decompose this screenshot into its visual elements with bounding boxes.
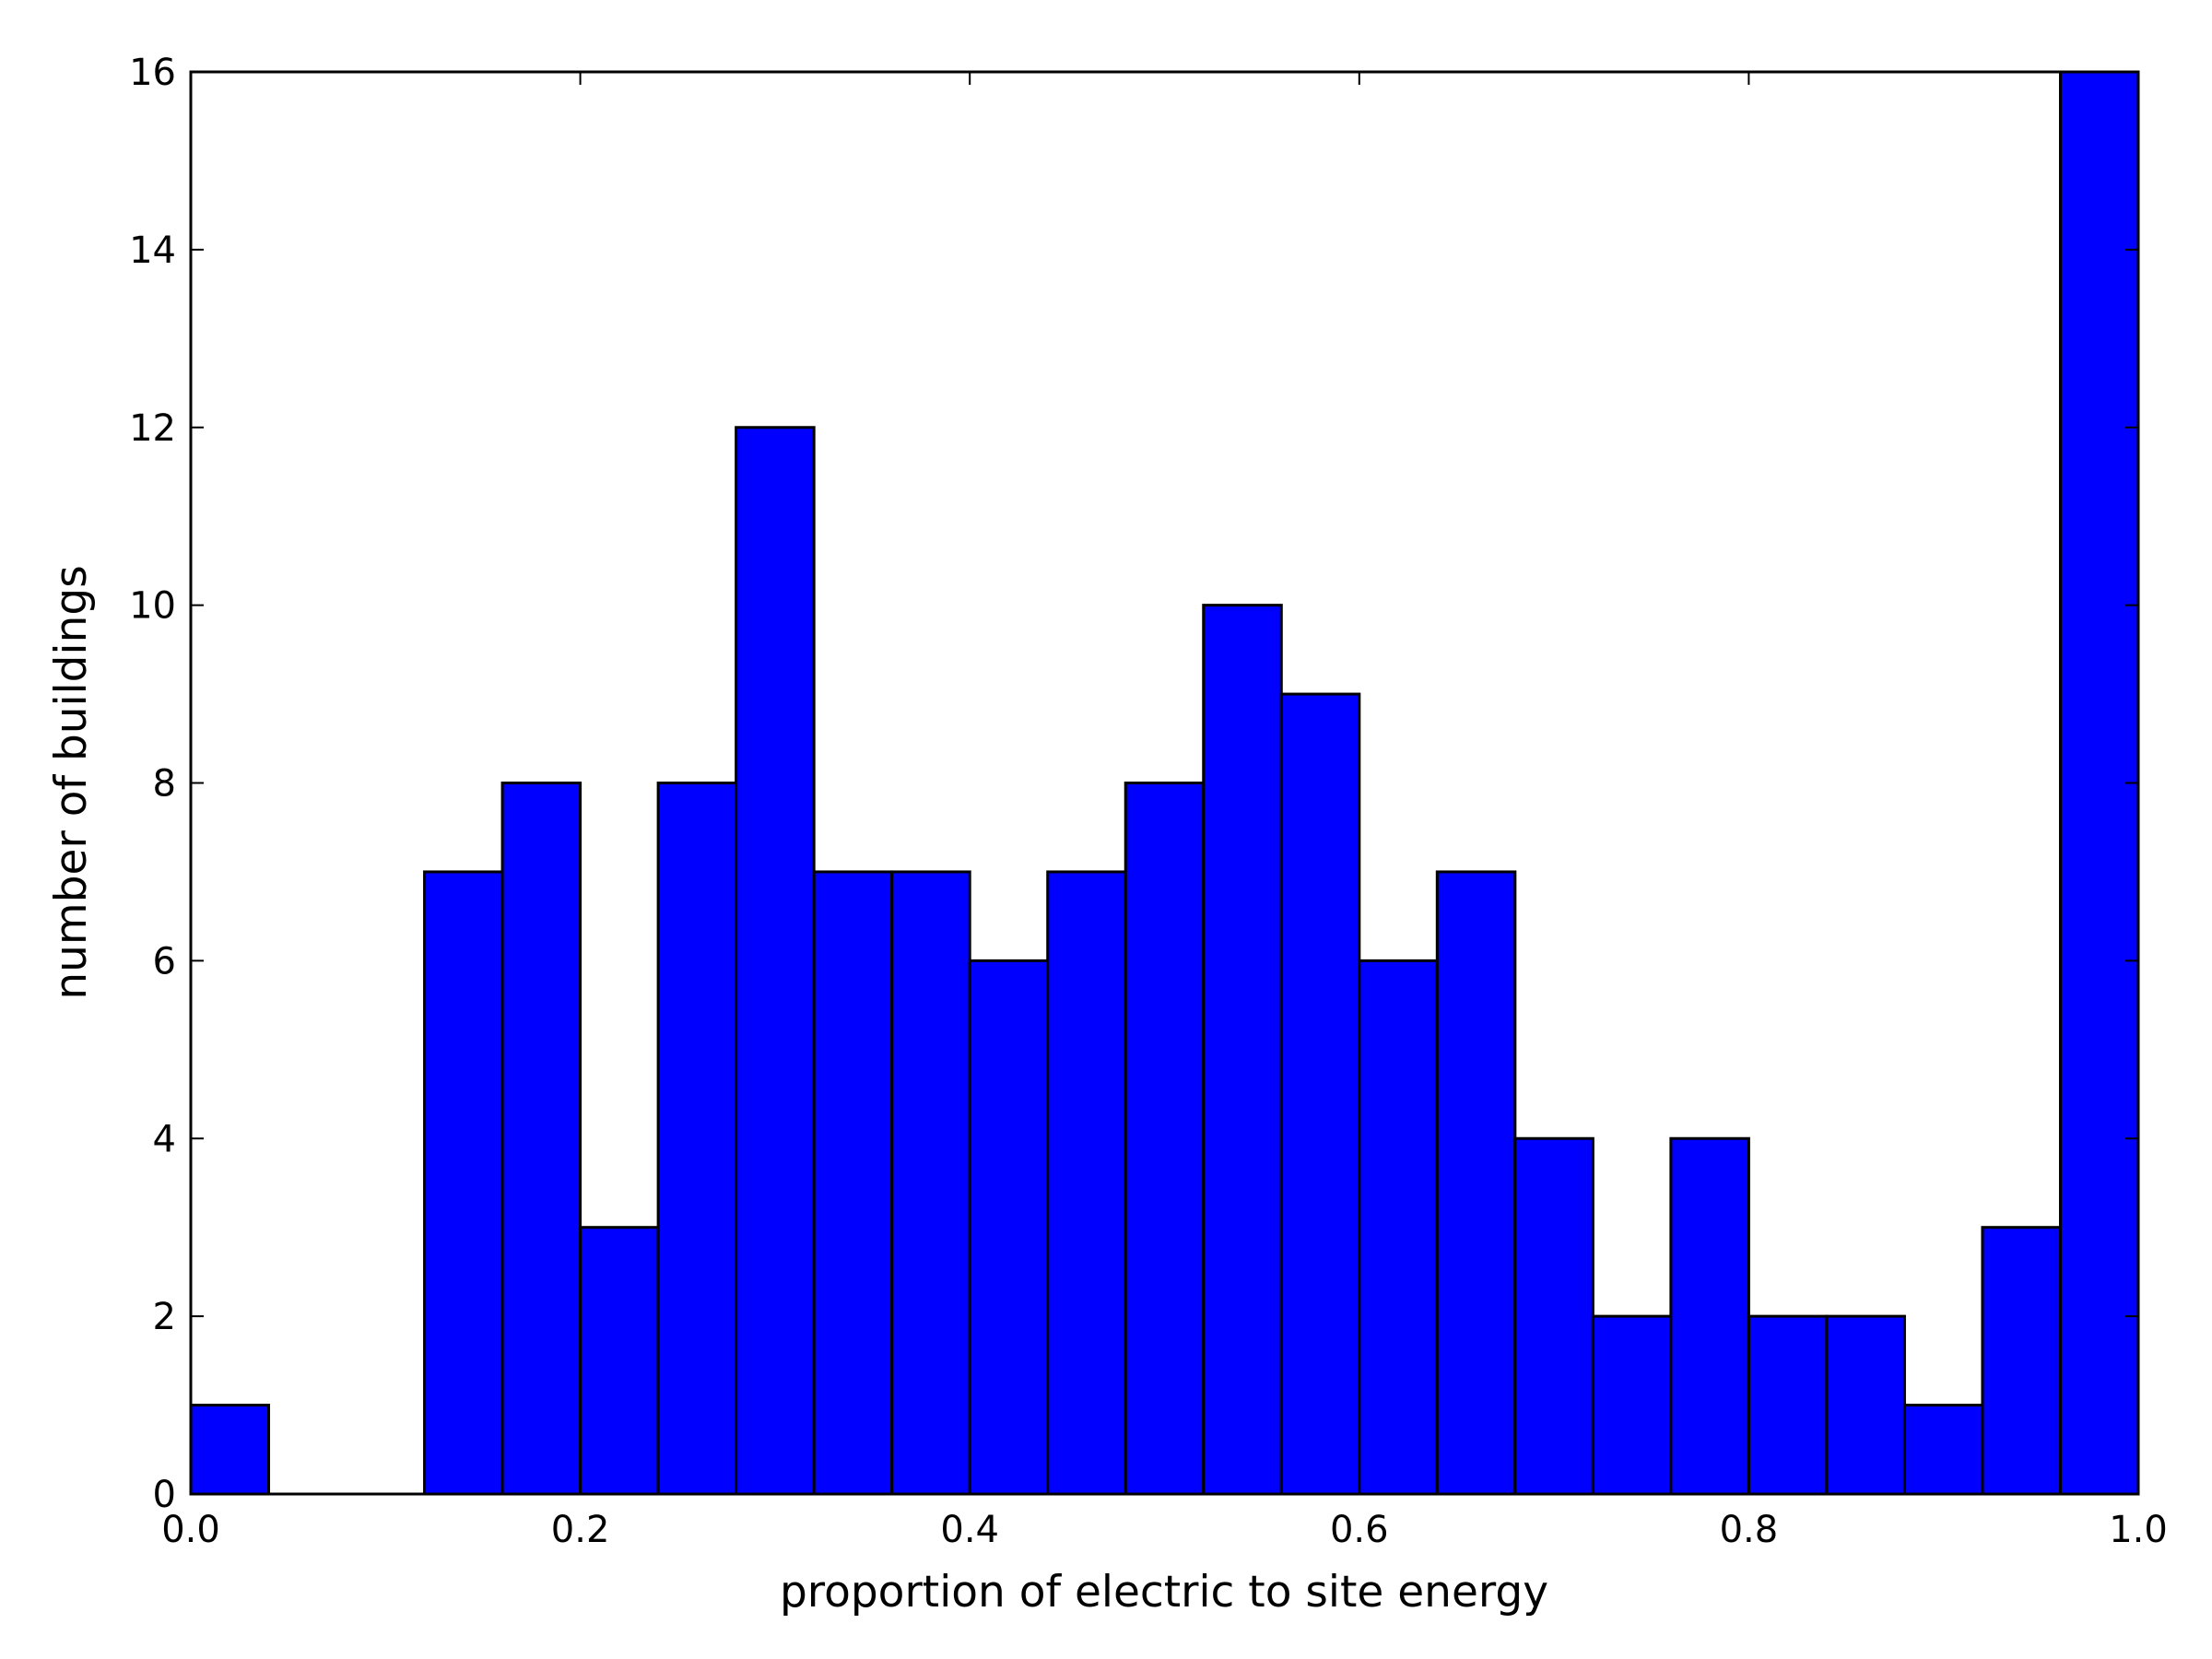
bars-group: [189, 70, 2140, 1496]
tick-labels-group: 0.0 0.2 0.4 0.6 0.8 1.0 0 2 4 6 8 10 12 14 16: [129, 52, 2168, 1551]
histogram-bar: [1046, 870, 1127, 1496]
histogram-bar: [1279, 692, 1361, 1496]
x-tick-label: 0.2: [551, 1509, 610, 1551]
histogram-bar: [1902, 1404, 1984, 1496]
histogram-bar: [735, 426, 816, 1496]
histogram-bar: [1591, 1314, 1673, 1496]
histogram-bar: [1825, 1314, 1906, 1496]
histogram-bar: [579, 1226, 660, 1496]
histogram-bar: [500, 782, 582, 1496]
y-tick-label: 2: [153, 1296, 176, 1338]
y-axis-label: number of buildings: [46, 565, 97, 999]
y-tick-label: 4: [153, 1118, 176, 1160]
x-tick-label: 0.8: [1720, 1509, 1779, 1551]
x-tick-label: 0.4: [940, 1509, 999, 1551]
histogram-bar: [423, 870, 504, 1496]
plot-frame: [189, 70, 2140, 1496]
histogram-bar: [1747, 1314, 1829, 1496]
histogram-bar: [1981, 1226, 2062, 1496]
histogram-bar: [1669, 1136, 1750, 1496]
x-tick-label: 1.0: [2109, 1509, 2168, 1551]
x-tick-label: 0.6: [1330, 1509, 1389, 1551]
y-tick-label: 16: [129, 52, 176, 94]
histogram-bar: [189, 1404, 271, 1496]
histogram-bar: [656, 782, 738, 1496]
histogram-bar: [1202, 604, 1283, 1496]
x-axis-label: proportion of electric to site energy: [780, 1567, 1548, 1618]
histogram-bar: [812, 870, 894, 1496]
histogram-bar: [890, 870, 971, 1496]
y-tick-label: 14: [129, 229, 176, 272]
y-tick-label: 6: [153, 940, 176, 982]
y-tick-label: 0: [153, 1474, 176, 1516]
histogram-bar: [1435, 870, 1517, 1496]
y-tick-label: 8: [153, 763, 176, 806]
x-tick-label: 0.0: [161, 1509, 220, 1551]
y-tick-label: 12: [129, 407, 176, 450]
histogram-bar: [1358, 959, 1439, 1496]
y-tick-label: 10: [129, 585, 176, 628]
histogram-bar: [968, 959, 1050, 1496]
histogram-bar: [1124, 782, 1206, 1496]
histogram-bar: [1513, 1136, 1594, 1496]
